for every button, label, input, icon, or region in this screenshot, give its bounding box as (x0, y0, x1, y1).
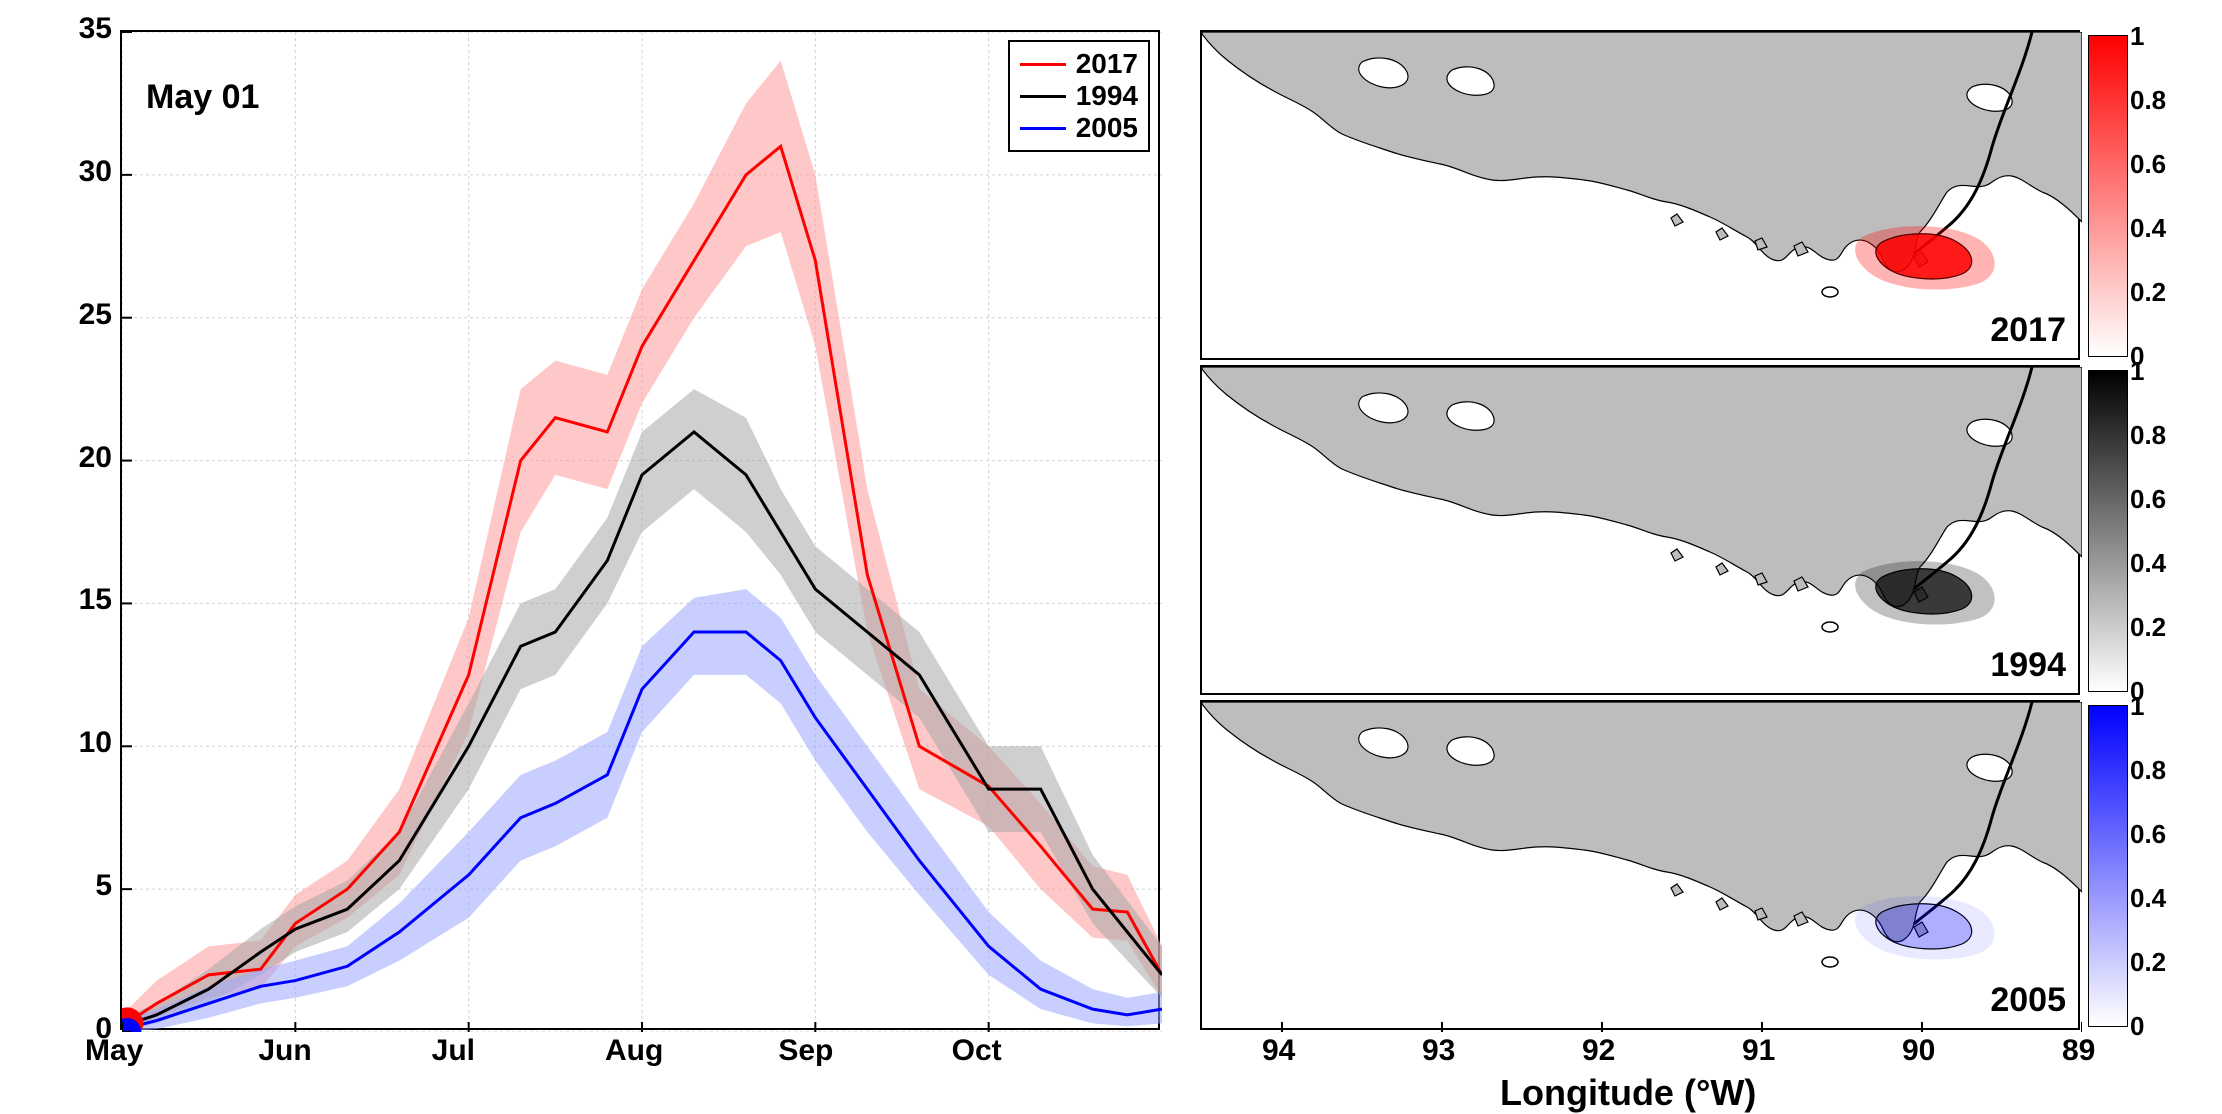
map-year-1994: 1994 (1990, 646, 2066, 685)
legend-swatch-2017 (1020, 63, 1066, 66)
y-tick: 35 (72, 12, 112, 46)
map-svg-2017 (1202, 32, 2082, 362)
legend-item-1994: 1994 (1020, 80, 1138, 112)
colorbar-tick: 0.6 (2130, 484, 2166, 515)
colorbar-tick: 1 (2130, 21, 2144, 52)
map-2005: 2005 (1200, 700, 2080, 1030)
map-x-tick: 89 (2062, 1034, 2095, 1068)
map-svg-1994 (1202, 367, 2082, 697)
colorbar-tick: 0.8 (2130, 85, 2166, 116)
legend-item-2005: 2005 (1020, 112, 1138, 144)
y-tick: 30 (72, 155, 112, 189)
map-year-2005: 2005 (1990, 981, 2066, 1020)
y-tick: 15 (72, 583, 112, 617)
colorbar-tick: 1 (2130, 356, 2144, 387)
colorbar-tick: 0 (2130, 1011, 2144, 1042)
colorbar-tick: 0.2 (2130, 277, 2166, 308)
map-x-tick: 92 (1582, 1034, 1615, 1068)
colorbar-tick: 0.4 (2130, 213, 2166, 244)
y-tick: 10 (72, 726, 112, 760)
x-tick: Aug (605, 1034, 663, 1068)
colorbar-tick: 0.8 (2130, 755, 2166, 786)
colorbar-tick: 0.2 (2130, 612, 2166, 643)
map-x-axis-label: Longitude (°W) (1500, 1072, 1756, 1114)
y-tick: 5 (72, 869, 112, 903)
map-1994: 1994 (1200, 365, 2080, 695)
colorbar-svg-1994 (2089, 371, 2127, 691)
map-x-tick: 93 (1422, 1034, 1455, 1068)
y-tick: 25 (72, 298, 112, 332)
colorbar-tick: 0.4 (2130, 883, 2166, 914)
legend-swatch-2005 (1020, 127, 1066, 130)
colorbar-svg-2005 (2089, 706, 2127, 1026)
map-svg-2005 (1202, 702, 2082, 1032)
legend-label-2017: 2017 (1076, 48, 1138, 80)
date-annotation: May 01 (146, 78, 259, 117)
map-year-2017: 2017 (1990, 311, 2066, 350)
map-x-tick: 91 (1742, 1034, 1775, 1068)
colorbar-tick: 0.4 (2130, 548, 2166, 579)
legend-item-2017: 2017 (1020, 48, 1138, 80)
map-2017: 2017 (1200, 30, 2080, 360)
map-x-tick: 90 (1902, 1034, 1935, 1068)
x-tick: Sep (778, 1034, 833, 1068)
figure: Hypoxic area (x10³ km²) May 01 2017 1994… (0, 0, 2222, 1110)
x-tick: Jun (258, 1034, 311, 1068)
colorbar-tick: 0.6 (2130, 819, 2166, 850)
timeseries-chart: May 01 2017 1994 2005 (120, 30, 1160, 1030)
x-tick: Oct (952, 1034, 1002, 1068)
colorbar-svg-2017 (2089, 36, 2127, 356)
legend-label-1994: 1994 (1076, 80, 1138, 112)
colorbar-tick: 0.2 (2130, 947, 2166, 978)
legend-label-2005: 2005 (1076, 112, 1138, 144)
colorbar-2017 (2088, 35, 2128, 357)
colorbar-2005 (2088, 705, 2128, 1027)
y-tick: 20 (72, 441, 112, 475)
colorbar-tick: 0.6 (2130, 149, 2166, 180)
colorbar-tick: 1 (2130, 691, 2144, 722)
legend-swatch-1994 (1020, 95, 1066, 98)
x-tick: May (85, 1034, 143, 1068)
map-x-tick: 94 (1262, 1034, 1295, 1068)
colorbar-1994 (2088, 370, 2128, 692)
colorbar-tick: 0.8 (2130, 420, 2166, 451)
chart-svg (122, 32, 1162, 1032)
x-tick: Jul (432, 1034, 475, 1068)
legend: 2017 1994 2005 (1008, 40, 1150, 152)
